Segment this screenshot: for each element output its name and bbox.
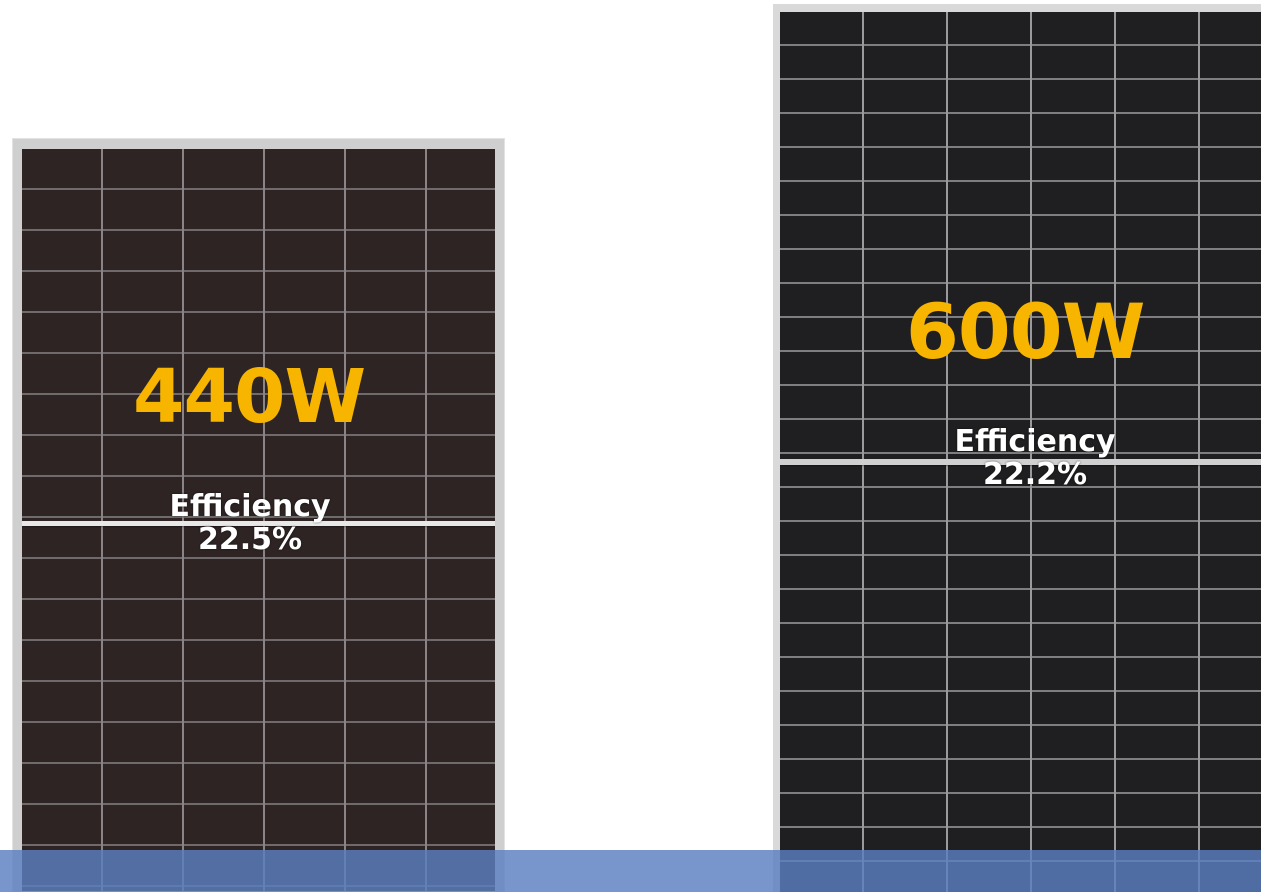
efficiency-label-right: Efficiency — [954, 424, 1116, 459]
efficiency-value-right: 22.2% — [982, 457, 1088, 492]
solar-cell-grid-left — [22, 149, 495, 891]
solar-cell-grid-right — [780, 12, 1261, 892]
panel-seam-right — [780, 459, 1261, 465]
efficiency-value-left: 22.5% — [197, 522, 303, 557]
solar-panel-left — [12, 138, 505, 892]
efficiency-block-right: Efficiency 22.2% — [920, 425, 1150, 491]
efficiency-block-left: Efficiency 22.5% — [135, 490, 365, 556]
wattage-label-left: 440W — [133, 354, 366, 440]
bottom-overlay-band — [0, 850, 1261, 892]
efficiency-label-left: Efficiency — [169, 489, 331, 524]
wattage-label-right: 600W — [906, 287, 1145, 376]
panel-seam-left — [22, 521, 495, 526]
solar-panel-right — [773, 4, 1261, 892]
